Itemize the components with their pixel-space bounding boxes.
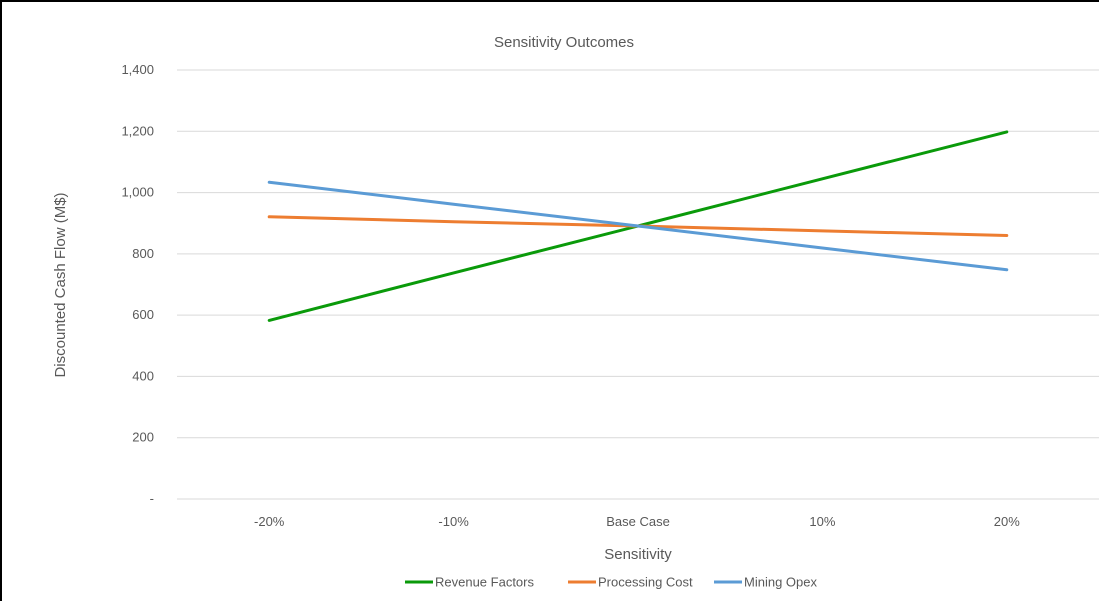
y-tick-label: 800 — [132, 246, 154, 261]
chart-title: Sensitivity Outcomes — [494, 34, 634, 51]
x-axis-title: Sensitivity — [604, 546, 672, 563]
x-tick-label: -20% — [254, 514, 285, 529]
legend-item: Processing Cost — [568, 575, 693, 590]
x-tick-label: -10% — [438, 514, 469, 529]
y-tick-label: 600 — [132, 307, 154, 322]
x-axis-ticks: -20% -10% Base Case 10% 20% — [254, 514, 1020, 529]
y-tick-label: - — [150, 491, 154, 506]
y-tick-label: 1,200 — [121, 123, 154, 138]
series-line-mining-opex — [267, 180, 1009, 272]
legend-label: Revenue Factors — [435, 575, 534, 590]
x-tick-label: 10% — [809, 514, 835, 529]
y-tick-label: 1,400 — [121, 62, 154, 77]
x-tick-label: Base Case — [606, 514, 670, 529]
legend-label: Mining Opex — [744, 575, 817, 590]
y-tick-label: 200 — [132, 430, 154, 445]
legend-item: Mining Opex — [714, 575, 817, 590]
y-tick-label: 1,000 — [121, 185, 154, 200]
y-tick-label: 400 — [132, 368, 154, 383]
legend-label: Processing Cost — [598, 575, 693, 590]
legend-item: Revenue Factors — [405, 575, 534, 590]
y-axis-ticks: - 200 400 600 800 1,000 1,200 1,400 — [121, 62, 154, 506]
y-axis-title: Discounted Cash Flow (M$) — [52, 192, 69, 377]
legend: Revenue Factors Processing Cost Mining Ope… — [405, 575, 817, 590]
series-lines — [267, 130, 1009, 322]
gridlines — [177, 69, 1099, 500]
x-tick-label: 20% — [994, 514, 1020, 529]
